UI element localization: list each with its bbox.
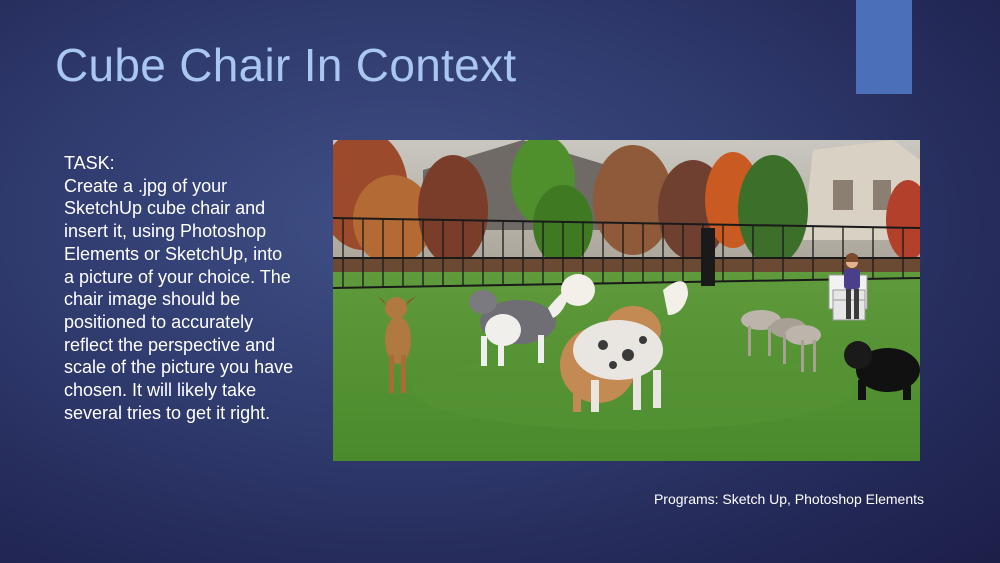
- brown-dog: [377, 296, 417, 393]
- task-text: Create a .jpg of your SketchUp cube chai…: [64, 175, 294, 423]
- spotted-dogs: [741, 310, 821, 372]
- collie-dog: [469, 290, 569, 366]
- fence: [333, 217, 920, 289]
- slide-title: Cube Chair In Context: [55, 39, 517, 91]
- accent-tab: [856, 0, 912, 94]
- task-heading: TASK:: [64, 153, 115, 173]
- black-dog: [844, 341, 920, 400]
- dog-group: [560, 274, 688, 412]
- dog-park-photo: [333, 140, 920, 461]
- programs-caption: Programs: Sketch Up, Photoshop Elements: [653, 491, 924, 507]
- task-description: TASK: Create a .jpg of your SketchUp cub…: [64, 152, 294, 424]
- cube-chair: [828, 253, 868, 321]
